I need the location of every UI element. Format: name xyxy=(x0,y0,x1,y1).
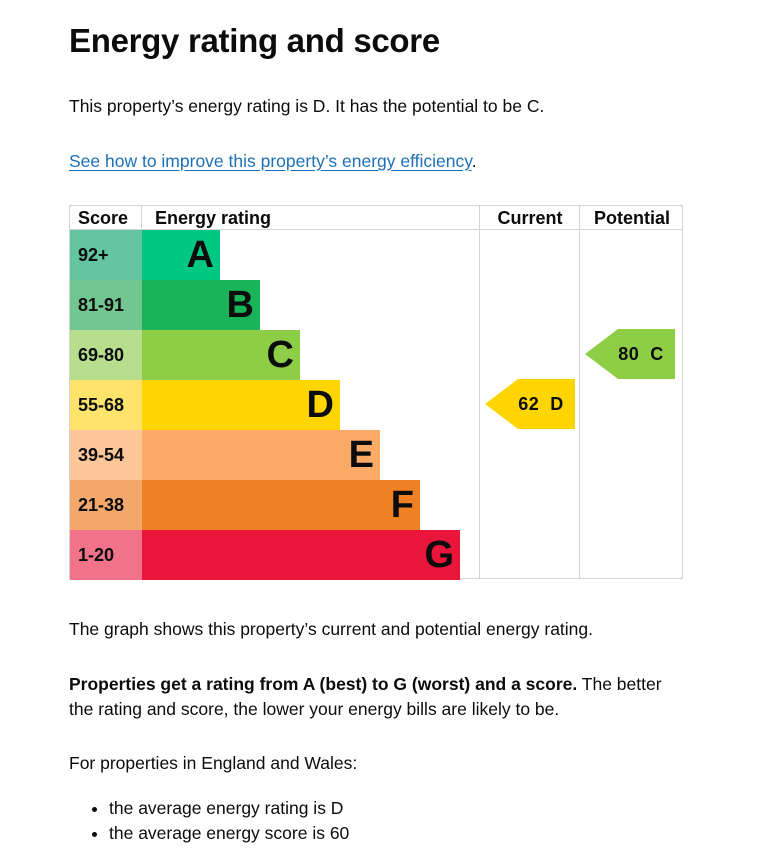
current-rating-arrow: 62 D xyxy=(485,379,575,429)
current-rating-label: 62 D xyxy=(518,393,564,414)
improve-paragraph: See how to improve this property’s energ… xyxy=(69,149,477,174)
header-score: Score xyxy=(78,208,129,228)
score-range-e: 39-54 xyxy=(70,430,142,480)
score-range-d: 55-68 xyxy=(70,380,142,430)
region-intro: For properties in England and Wales: xyxy=(69,753,358,773)
average-score-item: the average energy score is 60 xyxy=(109,821,349,846)
header-potential: Potential xyxy=(593,208,670,228)
band-bar-d: D xyxy=(142,380,340,430)
score-range-g: 1-20 xyxy=(70,530,142,580)
ratings-explanation: Properties get a rating from A (best) to… xyxy=(69,672,689,722)
average-rating-item: the average energy rating is D xyxy=(109,796,349,821)
band-bar-e: E xyxy=(142,430,380,480)
band-bar-b: B xyxy=(142,280,260,330)
link-suffix: . xyxy=(471,151,477,171)
score-divider xyxy=(141,206,142,230)
band-bar-g: G xyxy=(142,530,460,580)
band-bar-f: F xyxy=(142,480,420,530)
header-current: Current xyxy=(497,208,563,228)
current-divider xyxy=(479,206,480,578)
header-divider xyxy=(70,229,682,230)
averages-list: the average energy rating is D the avera… xyxy=(69,796,349,846)
ratings-explanation-rest: The better the rating and score, the low… xyxy=(69,674,662,719)
ratings-explanation-bold: Properties get a rating from A (best) to… xyxy=(69,674,578,694)
header-energy-rating: Energy rating xyxy=(155,208,272,228)
intro-text: This property’s energy rating is D. It h… xyxy=(69,96,545,116)
potential-rating-label: 80 C xyxy=(618,343,664,364)
score-range-c: 69-80 xyxy=(70,330,142,380)
graph-description: The graph shows this property’s current … xyxy=(69,619,594,639)
score-range-b: 81-91 xyxy=(70,280,142,330)
potential-divider xyxy=(579,206,580,578)
improve-efficiency-link[interactable]: See how to improve this property’s energ… xyxy=(69,151,472,171)
band-bar-a: A xyxy=(142,230,220,280)
energy-rating-chart: Score Energy rating Current Potential 92… xyxy=(69,205,683,580)
score-range-a: 92+ xyxy=(70,230,142,280)
page-title: Energy rating and score xyxy=(69,22,440,59)
band-bar-c: C xyxy=(142,330,300,380)
potential-rating-arrow: 80 C xyxy=(585,329,675,379)
score-range-f: 21-38 xyxy=(70,480,142,530)
